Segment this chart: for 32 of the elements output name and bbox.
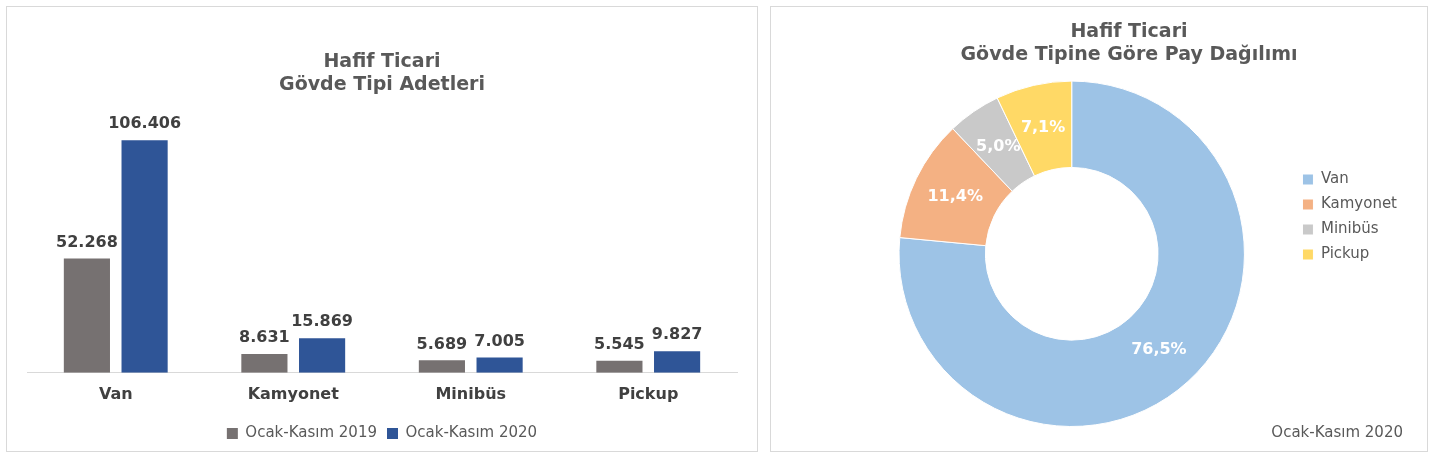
bar [299, 338, 346, 373]
data-label: 15.869 [291, 311, 353, 331]
legend-label: Ocak-Kasım 2019 [245, 423, 378, 442]
data-label: 7.005 [474, 330, 525, 350]
data-label: 9.827 [651, 324, 703, 344]
data-label: 52.268 [56, 231, 118, 251]
text: Ocak-Kasım 2020 [1271, 423, 1403, 441]
legend-label: Ocak-Kasım 2020 [405, 423, 538, 442]
legend-label: Minibüs [1320, 219, 1379, 238]
x-tick-label: Van [98, 383, 133, 403]
data-label: 106.406 [108, 113, 182, 133]
x-tick-label: Minibüs [435, 383, 507, 403]
legend-label: Van [1320, 169, 1349, 188]
data-label: 76,5% [1131, 338, 1187, 358]
chart-title: Hafif Ticari Gövde Tipine Göre Pay Dağılımı [960, 19, 1298, 65]
legend-label: Kamyonet [1320, 194, 1398, 213]
chart-title: Hafif Ticari Gövde Tipi Adetleri [279, 49, 485, 95]
bar [476, 357, 523, 373]
data-label: 8.631 [239, 327, 290, 347]
data-label: 5.545 [594, 333, 645, 353]
x-tick-label: Kamyonet [247, 383, 340, 403]
data-label: 7,1% [1020, 116, 1066, 136]
data-label: 11,4% [927, 186, 983, 206]
legend-label: Pickup [1320, 244, 1370, 263]
bar [596, 360, 643, 373]
x-tick-label: Pickup [618, 383, 679, 403]
bar [121, 140, 168, 373]
bar [63, 258, 110, 373]
bar [418, 360, 465, 373]
bar [654, 351, 701, 373]
data-label: 5.689 [416, 333, 468, 353]
bar [241, 353, 288, 373]
